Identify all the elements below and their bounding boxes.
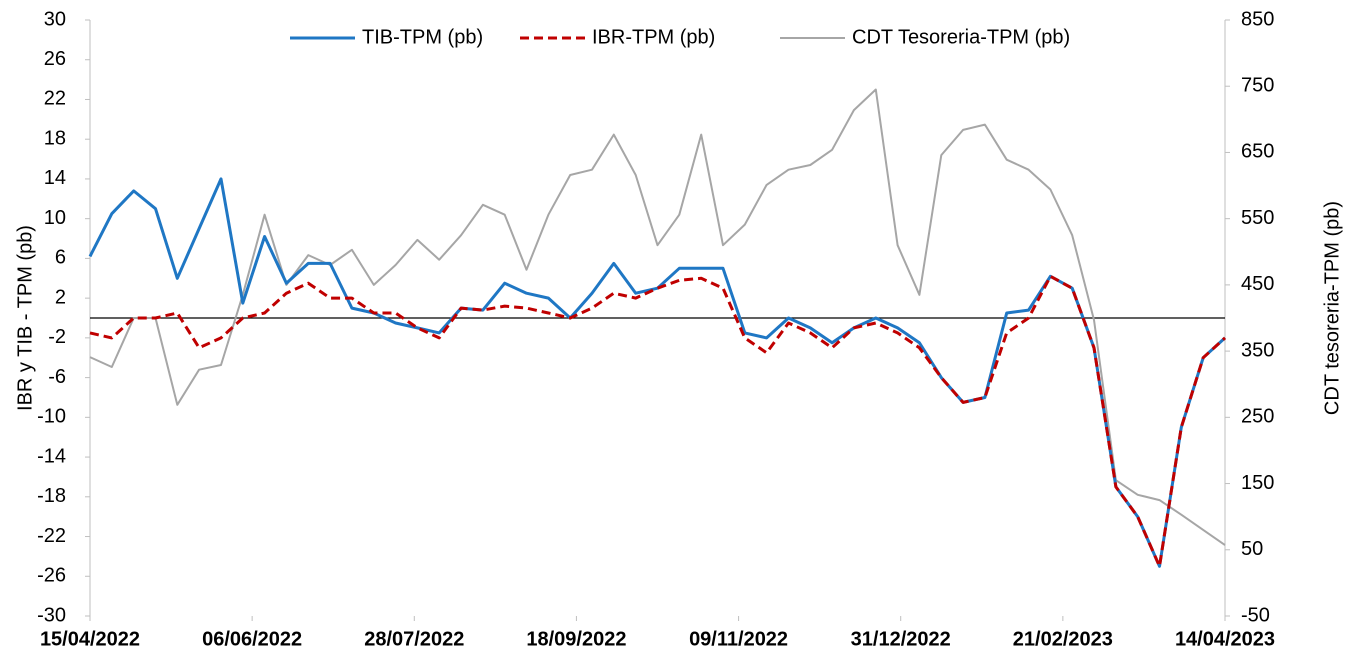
y-tick-label: -2 <box>48 326 66 348</box>
legend-label: CDT Tesoreria-TPM (pb) <box>852 26 1070 48</box>
y-tick-label: -14 <box>37 445 66 467</box>
y-axis-label: IBR y TIB - TPM (pb) <box>14 225 36 411</box>
y-tick-label: -6 <box>48 366 66 388</box>
y2-tick-label: 750 <box>1241 75 1274 97</box>
y2-tick-label: 50 <box>1241 538 1263 560</box>
y-tick-label: -26 <box>37 565 66 587</box>
y-tick-label: 10 <box>44 207 66 229</box>
y-tick-label: 22 <box>44 88 66 110</box>
y2-axis-label: CDT tesoreria-TPM (pb) <box>1321 201 1343 415</box>
y-tick-label: 14 <box>44 167 66 189</box>
y-tick-label: -10 <box>37 406 66 428</box>
legend-label: TIB-TPM (pb) <box>362 26 483 48</box>
y2-tick-label: 850 <box>1241 8 1274 30</box>
y-tick-label: 30 <box>44 8 66 30</box>
y2-tick-label: 550 <box>1241 207 1274 229</box>
y2-tick-label: 650 <box>1241 141 1274 163</box>
y-tick-label: -22 <box>37 525 66 547</box>
x-tick-label xt: 14/04/2023 <box>1175 628 1275 650</box>
x-tick-label xt: 06/06/2022 <box>202 628 302 650</box>
y-tick-label: -18 <box>37 485 66 507</box>
y-tick-label: 2 <box>55 286 66 308</box>
x-tick-label xt: 15/04/2022 <box>40 628 140 650</box>
y2-tick-label: 250 <box>1241 406 1274 428</box>
series-line <box>88 177 1227 568</box>
y-tick-label: -30 <box>37 604 66 626</box>
x-tick-label xt: 31/12/2022 <box>851 628 951 650</box>
legend-label: IBR-TPM (pb) <box>592 26 715 48</box>
x-tick-label xt: 21/02/2023 <box>1013 628 1113 650</box>
y2-tick-label: 450 <box>1241 273 1274 295</box>
y-tick-label: 26 <box>44 48 66 70</box>
y2-tick-label: 150 <box>1241 472 1274 494</box>
y-tick-label: 6 <box>55 247 66 269</box>
y-tick-label: 18 <box>44 127 66 149</box>
series-line <box>89 274 1227 568</box>
x-tick-label xt: 18/09/2022 <box>526 628 626 650</box>
y2-tick-label: -50 <box>1241 604 1270 626</box>
x-tick-label xt: 09/11/2022 <box>689 628 788 650</box>
series-line <box>89 88 1226 546</box>
y2-tick-label: 350 <box>1241 339 1274 361</box>
x-tick-label xt: 28/07/2022 <box>364 628 464 650</box>
